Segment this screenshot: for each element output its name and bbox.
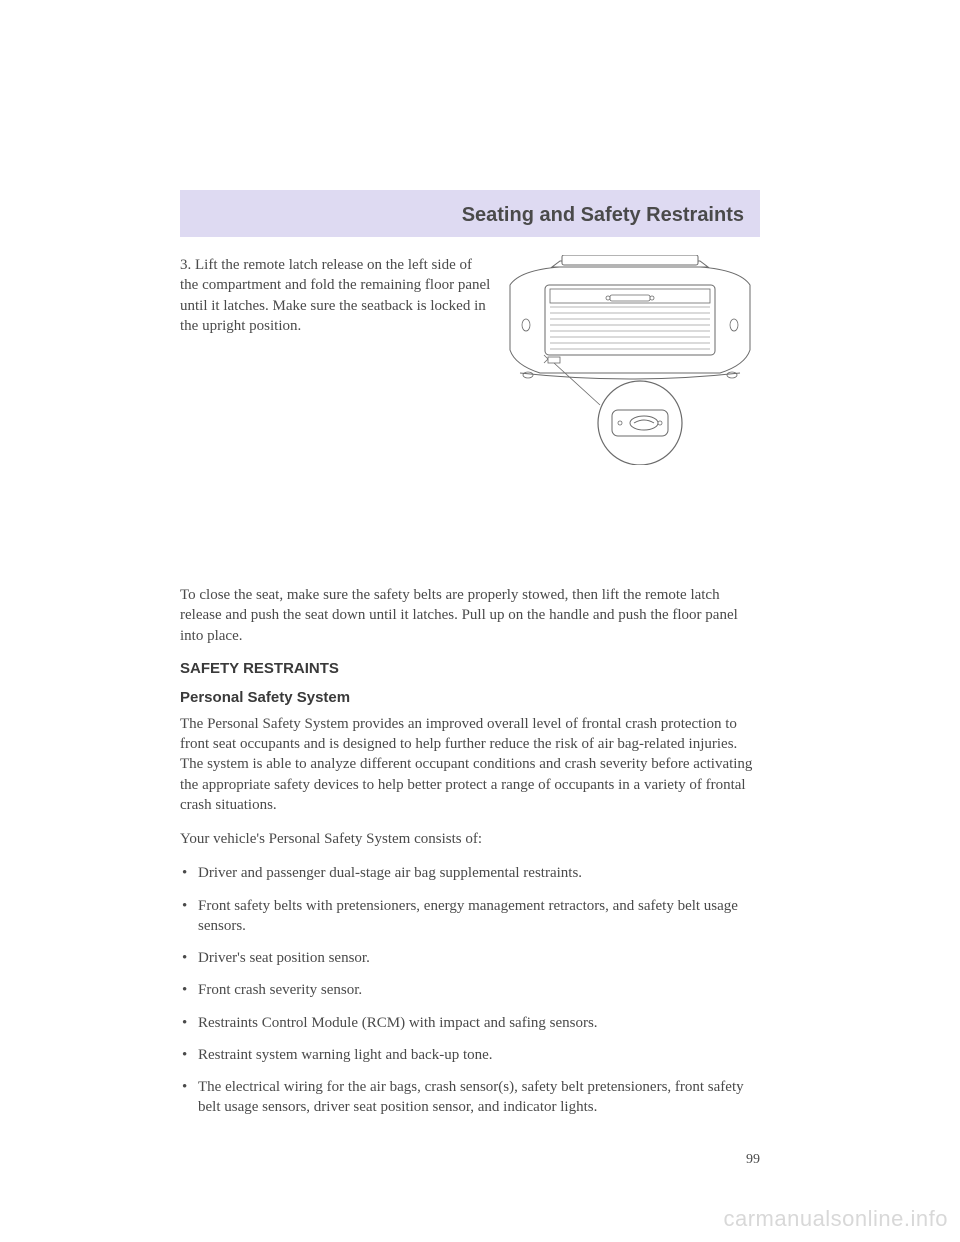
manual-page: Seating and Safety Restraints 3. Lift th… xyxy=(180,190,760,1130)
latch-diagram xyxy=(500,255,760,465)
list-item: Restraints Control Module (RCM) with imp… xyxy=(180,1013,760,1033)
list-item: The electrical wiring for the air bags, … xyxy=(180,1077,760,1118)
list-item: Front crash severity sensor. xyxy=(180,980,760,1000)
list-item: Driver's seat position sensor. xyxy=(180,948,760,968)
watermark-text: carmanualsonline.info xyxy=(723,1206,948,1232)
section-header-title: Seating and Safety Restraints xyxy=(462,204,744,226)
step3-row: 3. Lift the remote latch release on the … xyxy=(180,255,760,465)
step3-text: 3. Lift the remote latch release on the … xyxy=(180,255,492,465)
personal-safety-system-heading: Personal Safety System xyxy=(180,689,760,706)
pss-description: The Personal Safety System provides an i… xyxy=(180,714,760,815)
section-header-bar: Seating and Safety Restraints xyxy=(180,190,760,237)
pss-list-intro: Your vehicle's Personal Safety System co… xyxy=(180,829,760,849)
pss-components-list: Driver and passenger dual-stage air bag … xyxy=(180,863,760,1117)
list-item: Driver and passenger dual-stage air bag … xyxy=(180,863,760,883)
list-item: Restraint system warning light and back-… xyxy=(180,1045,760,1065)
safety-restraints-heading: SAFETY RESTRAINTS xyxy=(180,660,760,677)
page-number: 99 xyxy=(746,1152,760,1168)
list-item: Front safety belts with pretensioners, e… xyxy=(180,896,760,937)
close-seat-paragraph: To close the seat, make sure the safety … xyxy=(180,585,760,646)
